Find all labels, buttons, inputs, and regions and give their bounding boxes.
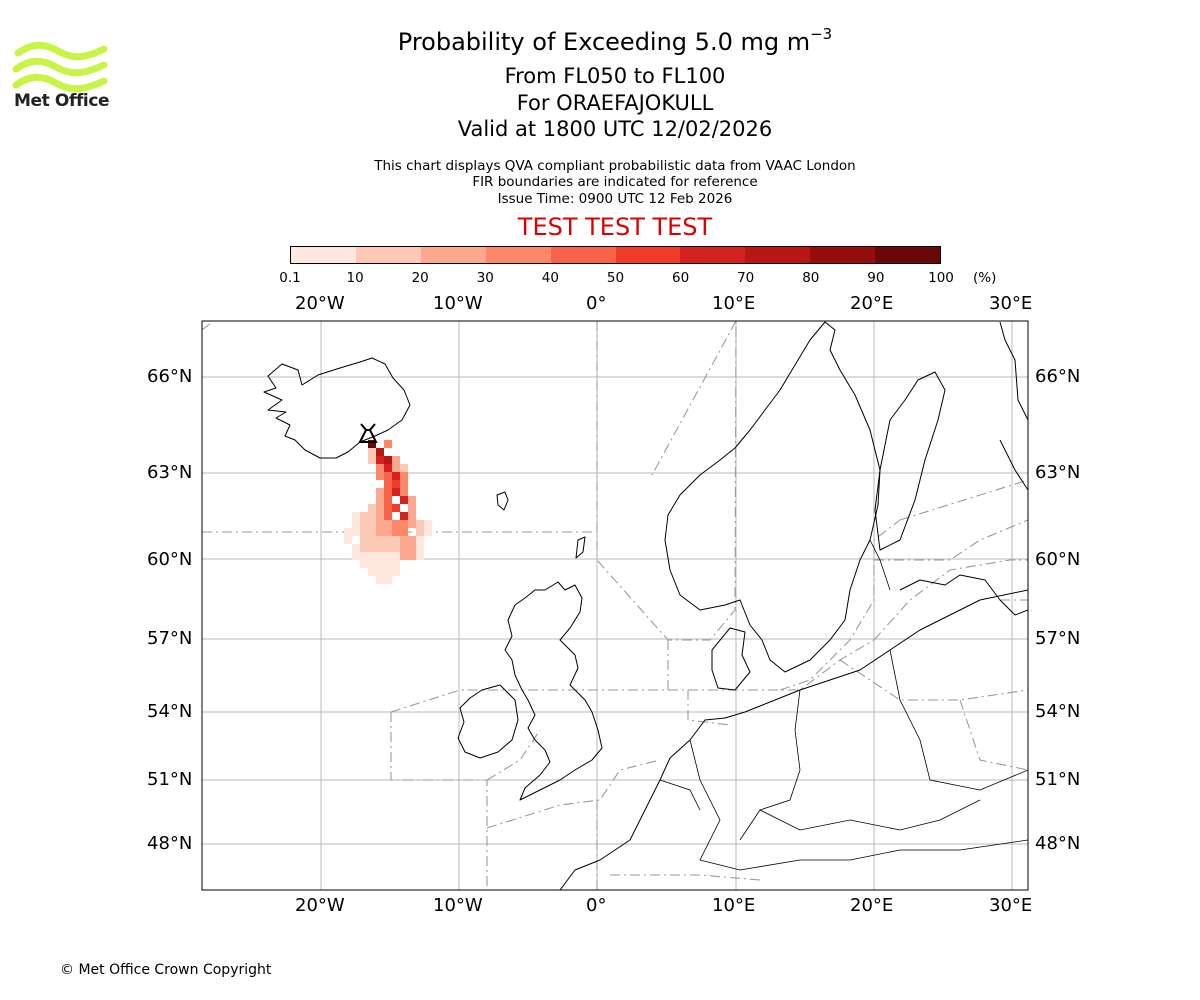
colorbar-swatch — [420, 247, 486, 263]
colorbar-tick-label: 50 — [606, 270, 625, 286]
colorbar-swatch — [291, 247, 356, 263]
colorbar-swatch — [550, 247, 616, 263]
lat-tick-right: 60°N — [1035, 549, 1081, 570]
lat-tick-right: 51°N — [1035, 769, 1081, 790]
lat-tick-left: 60°N — [147, 549, 193, 570]
lon-tick-top: 30°E — [989, 293, 1033, 314]
colorbar-tick-label: 60 — [672, 270, 690, 286]
logo-wordmark: Met Office — [14, 91, 110, 111]
lat-tick-left: 66°N — [147, 366, 193, 387]
met-office-logo — [12, 41, 108, 93]
chart-title: Probability of Exceeding 5.0 mg m−3 — [397, 25, 833, 56]
colorbar-tick-label: 90 — [867, 270, 885, 286]
colorbar-tick-label: 20 — [411, 270, 429, 286]
copyright-notice: © Met Office Crown Copyright — [60, 962, 272, 978]
probability-colorbar — [290, 246, 941, 264]
lat-tick-left: 51°N — [147, 769, 193, 790]
colorbar-swatch — [485, 247, 551, 263]
lat-tick-right: 57°N — [1035, 628, 1081, 649]
lon-tick-bottom: 0° — [586, 895, 607, 916]
ash-probability-field — [344, 440, 432, 584]
graticule — [202, 321, 1028, 890]
lon-tick-top: 10°E — [712, 293, 756, 314]
colorbar-tick-label: 30 — [476, 270, 494, 286]
test-banner: TEST TEST TEST — [517, 213, 713, 241]
colorbar-swatch — [615, 247, 681, 263]
lat-tick-left: 54°N — [147, 701, 193, 722]
lon-tick-bottom: 20°E — [850, 895, 894, 916]
lat-tick-left: 63°N — [147, 462, 193, 483]
colorbar-tick-label: 10 — [346, 270, 364, 286]
flight-level-range: From FL050 to FL100 — [504, 64, 726, 88]
info-line-issue-time: Issue Time: 0900 UTC 12 Feb 2026 — [497, 191, 733, 207]
lat-tick-left: 57°N — [147, 628, 193, 649]
info-line-description: This chart displays QVA compliant probab… — [374, 158, 856, 174]
lon-tick-top: 10°W — [433, 293, 483, 314]
colorbar-swatch — [875, 247, 941, 263]
colorbar-tick-label: 100 — [928, 270, 954, 286]
volcano-name-title: For ORAEFAJOKULL — [516, 91, 714, 115]
colorbar-tick-label: 0.1 — [279, 270, 301, 286]
volcano-icon — [358, 423, 378, 443]
colorbar-tick-label: 70 — [737, 270, 755, 286]
lon-tick-top: 20°W — [295, 293, 345, 314]
lon-tick-top: 0° — [586, 293, 607, 314]
lat-tick-right: 54°N — [1035, 701, 1081, 722]
lon-tick-bottom: 10°W — [433, 895, 483, 916]
lon-tick-top: 20°E — [850, 293, 894, 314]
colorbar-swatch — [745, 247, 811, 263]
colorbar-swatch — [355, 247, 421, 263]
info-line-fir: FIR boundaries are indicated for referen… — [472, 174, 758, 190]
lon-tick-bottom: 30°E — [989, 895, 1033, 916]
lon-tick-bottom: 10°E — [712, 895, 756, 916]
lat-tick-left: 48°N — [147, 833, 193, 854]
colorbar-swatch — [680, 247, 746, 263]
colorbar-tick-label: 40 — [541, 270, 559, 286]
colorbar-tick-label: 80 — [802, 270, 820, 286]
fir-boundaries — [202, 321, 1028, 890]
lon-tick-bottom: 20°W — [295, 895, 345, 916]
map-frame — [201, 320, 1029, 891]
colorbar-swatch — [810, 247, 876, 263]
colorbar-unit: (%) — [973, 270, 997, 286]
lat-tick-right: 66°N — [1035, 366, 1081, 387]
coastlines — [263, 321, 1028, 890]
country-borders — [659, 539, 1028, 871]
lat-tick-right: 48°N — [1035, 833, 1081, 854]
valid-time: Valid at 1800 UTC 12/02/2026 — [457, 117, 773, 141]
lat-tick-right: 63°N — [1035, 462, 1081, 483]
